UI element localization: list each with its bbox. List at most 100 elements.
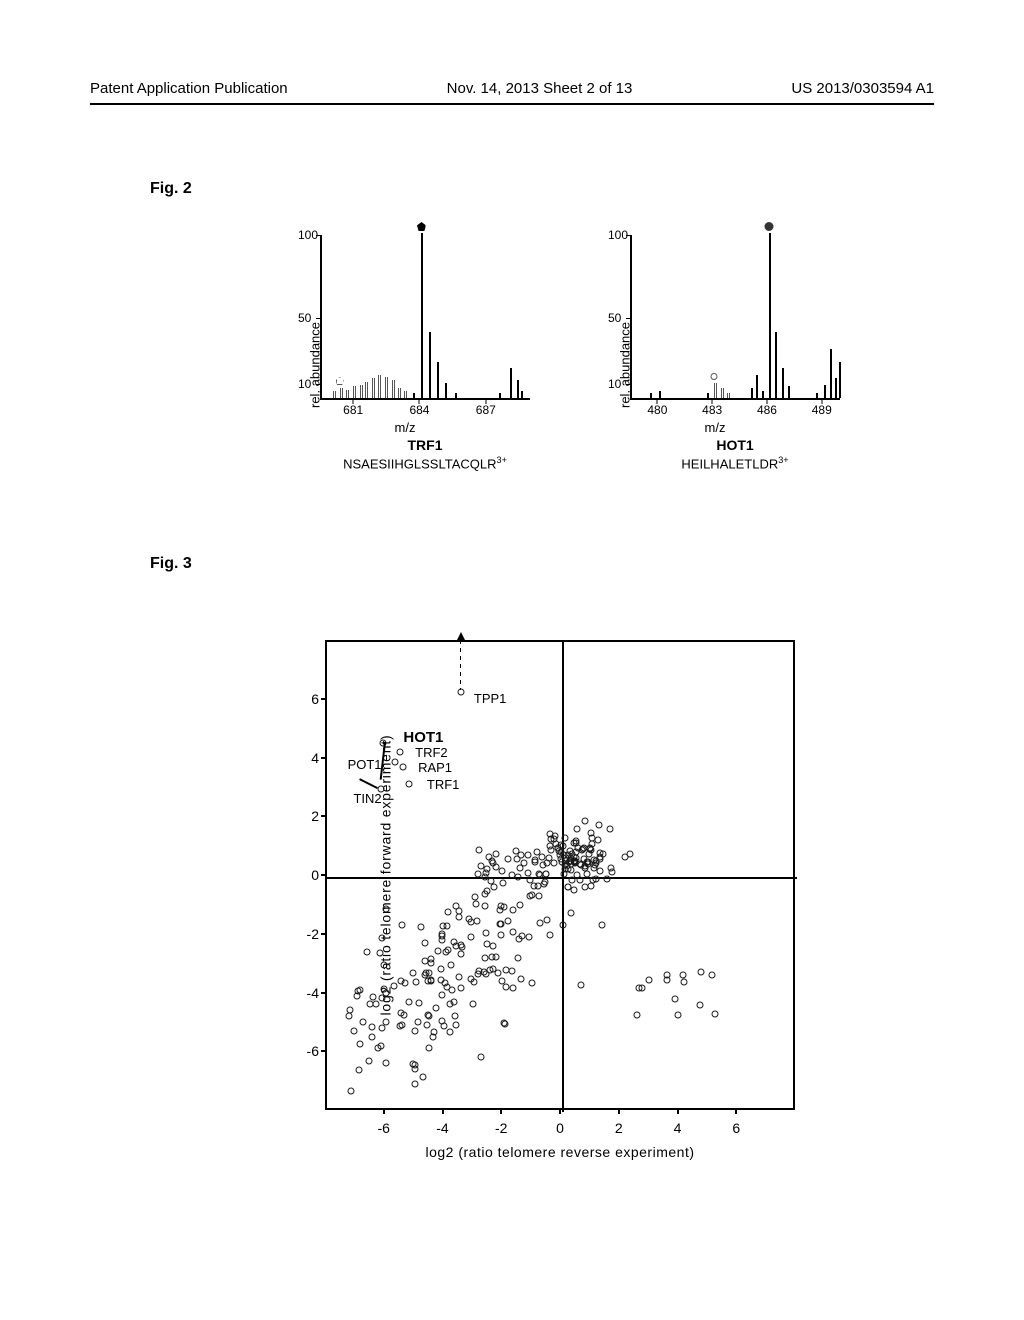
scatter-point-rap1 bbox=[400, 763, 407, 770]
scatter-point bbox=[381, 962, 388, 969]
scatter-point bbox=[517, 852, 524, 859]
ms-xlabel: m/z bbox=[280, 420, 530, 435]
scatter-point bbox=[504, 918, 511, 925]
ms-plot-area bbox=[320, 235, 530, 400]
scatter-point bbox=[595, 822, 602, 829]
ms-peak bbox=[404, 391, 407, 398]
scatter-point bbox=[378, 994, 385, 1001]
scatter-point bbox=[416, 1000, 423, 1007]
scatter-xtick: -6 bbox=[378, 1120, 390, 1136]
ms-peak bbox=[788, 386, 790, 398]
pentagon-outline-icon bbox=[336, 377, 344, 385]
scatter-point bbox=[378, 1025, 385, 1032]
scatter-point bbox=[433, 1005, 440, 1012]
ms-peak bbox=[839, 362, 841, 398]
ms-peak bbox=[421, 233, 423, 398]
scatter-point bbox=[674, 1011, 681, 1018]
scatter-point bbox=[377, 949, 384, 956]
scatter-point bbox=[425, 1012, 432, 1019]
scatter-point bbox=[445, 909, 452, 916]
scatter-point bbox=[530, 882, 537, 889]
scatter-point bbox=[567, 909, 574, 916]
scatter-point bbox=[593, 875, 600, 882]
ms-ytick: 10 bbox=[608, 377, 621, 391]
ms-title: HOT1 bbox=[590, 437, 880, 453]
scatter-point bbox=[472, 894, 479, 901]
scatter-point bbox=[489, 953, 496, 960]
ms-peak bbox=[824, 385, 826, 398]
scatter-point bbox=[564, 865, 571, 872]
scatter-point bbox=[593, 857, 600, 864]
ms-ytick: 50 bbox=[298, 311, 311, 325]
scatter-point bbox=[541, 879, 548, 886]
scatter-point bbox=[483, 929, 490, 936]
scatter-xtick: -4 bbox=[436, 1120, 448, 1136]
scatter-point bbox=[503, 984, 510, 991]
scatter-point bbox=[422, 939, 429, 946]
scatter-point bbox=[426, 1044, 433, 1051]
scatter-point bbox=[576, 877, 583, 884]
scatter-point bbox=[443, 948, 450, 955]
ms-peak bbox=[360, 385, 363, 398]
ms-peak bbox=[830, 349, 832, 399]
scatter-point bbox=[565, 883, 572, 890]
ms-peak bbox=[413, 393, 415, 398]
ms-chart-trf1: rel. abundance1050100681684687m/zTRF1NSA… bbox=[280, 235, 530, 495]
scatter-point bbox=[434, 947, 441, 954]
scatter-plot-area: HOT1TPP1TRF2POT1RAP1TRF1TIN2 bbox=[325, 640, 795, 1110]
scatter-point bbox=[469, 1000, 476, 1007]
scatter-point bbox=[457, 985, 464, 992]
scatter-point bbox=[711, 1011, 718, 1018]
ms-peak bbox=[429, 332, 431, 398]
scatter-point bbox=[381, 986, 388, 993]
scatter-point bbox=[539, 853, 546, 860]
scatter-point bbox=[473, 918, 480, 925]
scatter-point bbox=[468, 934, 475, 941]
scatter-point bbox=[459, 944, 466, 951]
ms-peak bbox=[378, 375, 381, 398]
scatter-point bbox=[452, 1012, 459, 1019]
scatter-point bbox=[529, 979, 536, 986]
scatter-point bbox=[514, 954, 521, 961]
scatter-point bbox=[441, 979, 448, 986]
scatter-point bbox=[378, 1043, 385, 1050]
ms-sequence: HEILHALETLDR3+ bbox=[590, 455, 880, 471]
scatter-point bbox=[608, 869, 615, 876]
ms-peak bbox=[721, 388, 724, 398]
scatter-point bbox=[346, 1013, 353, 1020]
scatter-point bbox=[356, 1066, 363, 1073]
scatter-xlabel: log2 (ratio telomere reverse experiment) bbox=[325, 1144, 795, 1160]
scatter-point bbox=[588, 835, 595, 842]
scatter-point bbox=[447, 1029, 454, 1036]
ms-peak bbox=[333, 391, 336, 398]
scatter-point bbox=[697, 1001, 704, 1008]
scatter-point bbox=[497, 902, 504, 909]
scatter-point bbox=[554, 845, 561, 852]
scatter-point bbox=[490, 884, 497, 891]
ms-peak bbox=[445, 383, 447, 398]
scatter-point bbox=[671, 996, 678, 1003]
scatter-point bbox=[414, 1019, 421, 1026]
scatter-point bbox=[457, 950, 464, 957]
scatter-point bbox=[447, 1001, 454, 1008]
scatter-point bbox=[451, 938, 458, 945]
scatter-point-trf2 bbox=[397, 749, 404, 756]
scatter-point bbox=[570, 854, 577, 861]
scatter-label-rap1: RAP1 bbox=[418, 760, 452, 775]
ms-peak bbox=[756, 375, 758, 398]
ms-peak bbox=[392, 380, 395, 398]
scatter-point-pot1 bbox=[391, 759, 398, 766]
scatter-point bbox=[537, 919, 544, 926]
scatter-ytick: 4 bbox=[301, 750, 319, 766]
scatter-point bbox=[516, 902, 523, 909]
scatter-point bbox=[422, 970, 429, 977]
scatter-point bbox=[378, 935, 385, 942]
scatter-point bbox=[411, 1027, 418, 1034]
scatter-point bbox=[546, 931, 553, 938]
scatter-point bbox=[578, 982, 585, 989]
scatter-point bbox=[411, 1080, 418, 1087]
scatter-point bbox=[347, 1088, 354, 1095]
scatter-ytick: -6 bbox=[301, 1043, 319, 1059]
scatter-point bbox=[547, 847, 554, 854]
scatter-point bbox=[417, 924, 424, 931]
